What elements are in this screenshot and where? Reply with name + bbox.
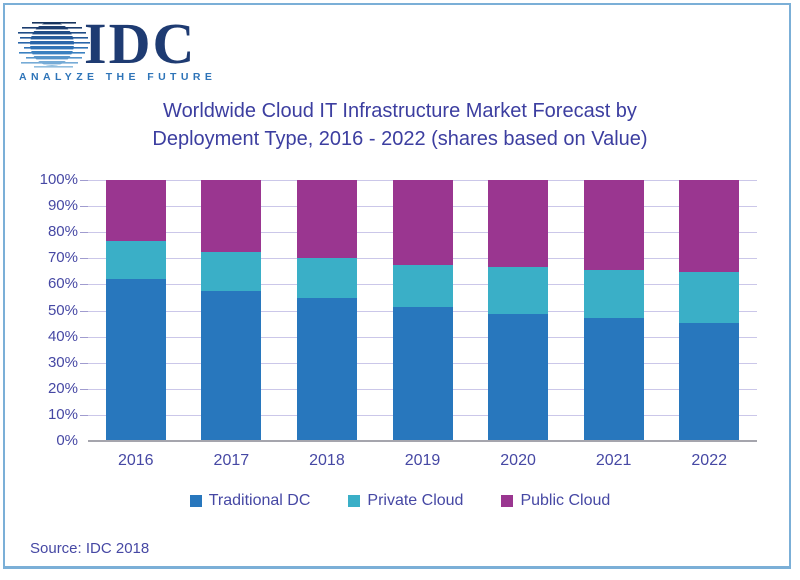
bar-segment-traditional-dc [105,278,166,440]
y-axis-tick [80,258,88,260]
bar-segment-private-cloud [583,269,644,318]
bar-segment-traditional-dc [201,290,262,440]
chart-title-line2: Deployment Type, 2016 - 2022 (shares bas… [152,128,648,150]
x-axis-label: 2016 [117,452,154,469]
y-axis-tick [80,388,88,390]
y-axis-tick-label: 100% [39,171,78,188]
bar-segment-private-cloud [679,272,740,323]
y-axis-tick [80,336,88,338]
legend-swatch [348,495,361,507]
x-axis-label: 2020 [500,452,536,469]
legend-swatch [501,495,514,507]
idc-logo: IDC ANALYZE THE FUTURE [18,11,238,98]
bar-2021 [583,180,644,440]
idc-logo-tagline: ANALYZE THE FUTURE [19,71,217,83]
y-axis-tick [80,206,88,208]
legend-item-private-cloud: Private Cloud [348,492,463,510]
y-axis-tick [80,180,88,181]
bar-segment-traditional-dc [392,307,453,440]
x-axis-label: 2022 [691,452,727,469]
bar-segment-private-cloud [488,267,549,314]
bar-segment-traditional-dc [488,313,549,440]
bar-2022 [679,180,740,440]
y-axis-tick-label: 30% [47,353,78,371]
bar-segment-public-cloud [105,180,166,242]
bar-2017 [201,180,262,440]
y-axis-tick [80,232,88,234]
legend-item-public-cloud: Public Cloud [501,492,610,510]
x-axis-line [88,440,757,442]
bar-segment-public-cloud [201,180,262,252]
chart-title-line1: Worldwide Cloud IT Infrastructure Market… [163,100,637,122]
y-axis-tick-label: 70% [47,249,78,267]
legend-label: Public Cloud [520,492,611,509]
bar-segment-private-cloud [392,264,453,308]
bar-segment-public-cloud [583,180,644,270]
bar-segment-public-cloud [392,180,453,265]
bar-segment-traditional-dc [583,317,644,440]
y-axis-tick [80,362,88,364]
y-axis-tick-label: 20% [47,379,78,397]
bar-segment-traditional-dc [679,323,740,440]
x-axis-label: 2018 [309,452,345,469]
bar-segment-private-cloud [296,258,357,299]
source-note: Source: IDC 2018 [30,540,150,557]
chart-legend: Traditional DC Private Cloud Public Cloud [0,492,800,510]
bar-segment-private-cloud [201,251,262,291]
y-axis-tick-label: 60% [47,275,78,293]
bar-2016 [105,180,166,440]
x-axis-label: 2019 [404,452,441,469]
y-axis-tick-label: 50% [47,301,78,319]
x-axis-label: 2021 [595,452,632,469]
chart-title: Worldwide Cloud IT Infrastructure Market… [0,97,800,153]
legend-label: Private Cloud [367,492,464,509]
y-axis-tick-label: 90% [47,197,78,215]
y-axis-tick-label: 0% [56,432,78,449]
y-axis-tick [80,284,88,286]
legend-swatch [189,495,202,507]
y-axis-tick-label: 80% [47,223,78,241]
bar-segment-public-cloud [296,180,357,258]
y-axis-tick-label: 40% [47,327,78,345]
idc-logo-wordmark: IDC [84,11,197,76]
idc-globe-icon [18,22,90,68]
bar-segment-private-cloud [105,241,166,279]
bar-segment-public-cloud [679,180,740,273]
x-axis-label: 2017 [213,452,250,469]
bar-2020 [488,180,549,440]
y-axis-tick [80,414,88,416]
y-axis-tick [80,310,88,312]
bar-segment-traditional-dc [296,298,357,440]
bar-segment-public-cloud [488,180,549,268]
bar-2018 [296,180,357,440]
y-axis-tick-label: 10% [47,405,78,423]
legend-item-traditional-dc: Traditional DC [189,492,311,510]
bar-2019 [392,180,453,440]
legend-label: Traditional DC [208,492,311,509]
